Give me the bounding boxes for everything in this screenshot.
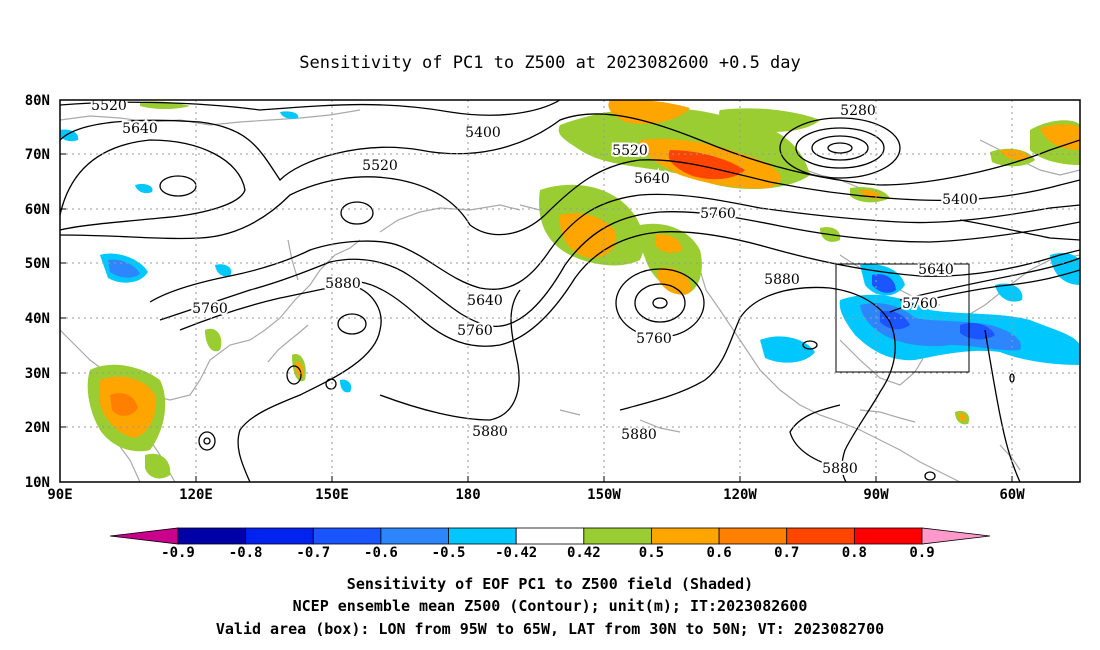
contour-label: 5280 [840, 103, 876, 119]
lat-label-80n: 80N [25, 93, 50, 109]
latitude-labels: 80N 70N 60N 50N 40N 30N 20N 10N [25, 93, 50, 491]
shade-asia-blue [108, 259, 140, 278]
colorbar-label: 0.42 [567, 545, 601, 561]
colorbar-swatch [245, 527, 314, 545]
shade-asia-darkorange [110, 393, 138, 416]
colorbar-swatch [380, 527, 449, 545]
tick-marks [60, 99, 1013, 482]
lon-label-120e: 120E [179, 487, 213, 503]
graticule [60, 100, 1080, 482]
colorbar-label: -0.9 [161, 545, 195, 561]
contour-label: 5760 [902, 296, 938, 312]
shade-arctic-green [719, 108, 820, 132]
contour-label: 5640 [122, 121, 158, 137]
colorbar-high-extend [921, 527, 991, 545]
contour-label: 5880 [621, 427, 657, 443]
lon-label-90w: 90W [863, 487, 889, 503]
shade-gulf-orange2 [655, 234, 682, 253]
lat-label-30n: 30N [25, 366, 50, 382]
lat-label-70n: 70N [25, 147, 50, 163]
contour-label: 5520 [91, 98, 127, 114]
colorbar-label: 0.6 [706, 545, 731, 561]
shade-greatlakes-blue [872, 274, 896, 293]
shade-mex-lightblue [760, 336, 815, 363]
contour-label: 5880 [325, 276, 361, 292]
contour-label: 5760 [457, 323, 493, 339]
lat-label-10n: 10N [25, 475, 50, 491]
contour-label: 5880 [764, 272, 800, 288]
shade-atlantic-orange [958, 413, 967, 421]
contour-label: 5760 [700, 206, 736, 222]
contour-label: 5640 [467, 293, 503, 309]
lat-label-20n: 20N [25, 420, 50, 436]
contour-label: 5400 [942, 192, 978, 208]
lat-label-50n: 50N [25, 256, 50, 272]
lon-label-60w: 60W [999, 487, 1025, 503]
lat-label-60n: 60N [25, 202, 50, 218]
colorbar-labels: -0.9 -0.8 -0.7 -0.6 -0.5 -0.42 0.42 0.5 0.6 0.7 0.… [161, 545, 935, 561]
contour-label: 5640 [634, 171, 670, 187]
lon-label-150e: 150E [315, 487, 349, 503]
footer-line-3: Valid area (box): LON from 95W to 65W, L… [216, 620, 884, 638]
contour-label: 5880 [472, 424, 508, 440]
colorbar-swatch [312, 527, 382, 545]
contour-label: 5520 [612, 143, 648, 159]
map-title: Sensitivity of PC1 to Z500 at 2023082600… [299, 53, 801, 73]
colorbar-swatch [786, 527, 855, 545]
colorbar-label: 0.5 [639, 545, 664, 561]
shade-pacific-lightblue [340, 379, 352, 393]
colorbar-swatch [853, 527, 923, 545]
contour-label: 5880 [822, 461, 858, 477]
shade-baffin-orange [1000, 149, 1030, 160]
z500-contours [60, 100, 1080, 482]
colorbar: -0.9 -0.8 -0.7 -0.6 -0.5 -0.42 0.42 0.5 0.6 0.7 0.… [109, 527, 991, 561]
lon-label-90e: 90E [47, 487, 72, 503]
colorbar-label: 0.7 [774, 545, 799, 561]
map-frame [59, 99, 1081, 483]
colorbar-swatch [448, 527, 517, 545]
lon-label-120w: 120W [723, 487, 757, 503]
shade-taiwan-green [205, 328, 222, 352]
shade-arctic-lightblue [280, 111, 299, 119]
colorbar-label: -0.42 [495, 545, 537, 561]
colorbar-swatch [651, 527, 720, 545]
shade-usa-darkblue [880, 310, 910, 330]
colorbar-swatches [177, 527, 923, 545]
lat-label-40n: 40N [25, 311, 50, 327]
contour-label: 5520 [362, 158, 398, 174]
contour-label: 5760 [192, 301, 228, 317]
colorbar-label: -0.6 [364, 545, 398, 561]
contour-labels: 5520 5640 5400 5520 5520 5640 5280 5760 … [89, 98, 980, 479]
colorbar-swatch [177, 527, 247, 545]
colorbar-low-extend [109, 527, 179, 545]
shade-arctic-lightblue2 [60, 129, 79, 142]
shade-china-lightblue [215, 264, 232, 277]
footer-line-1: Sensitivity of EOF PC1 to Z500 field (Sh… [347, 575, 753, 593]
footer-line-2: NCEP ensemble mean Z500 (Contour); unit(… [293, 597, 808, 615]
colorbar-label: 0.9 [909, 545, 934, 561]
contour-label: 5400 [465, 125, 501, 141]
lon-label-180: 180 [455, 487, 480, 503]
colorbar-swatch [515, 527, 585, 545]
colorbar-label: -0.7 [296, 545, 330, 561]
shade-asia-green2 [145, 453, 171, 479]
shade-siberia-lightblue [135, 183, 153, 194]
colorbar-swatch [583, 527, 652, 545]
map-panel: 5520 5640 5400 5520 5520 5640 5280 5760 … [60, 98, 1080, 482]
lon-label-150w: 150W [587, 487, 621, 503]
colorbar-label: -0.8 [229, 545, 263, 561]
shade-east-lightblue2 [995, 283, 1023, 302]
contour-label: 5640 [918, 262, 954, 278]
longitude-labels: 90E 120E 150E 180 150W 120W 90W 60W [47, 487, 1025, 503]
shade-arctic-orange [608, 100, 690, 125]
colorbar-label: -0.5 [432, 545, 466, 561]
shade-alaska-orange [559, 213, 617, 258]
colorbar-label: 0.8 [842, 545, 867, 561]
contour-label: 5760 [636, 331, 672, 347]
colorbar-swatch [718, 527, 788, 545]
